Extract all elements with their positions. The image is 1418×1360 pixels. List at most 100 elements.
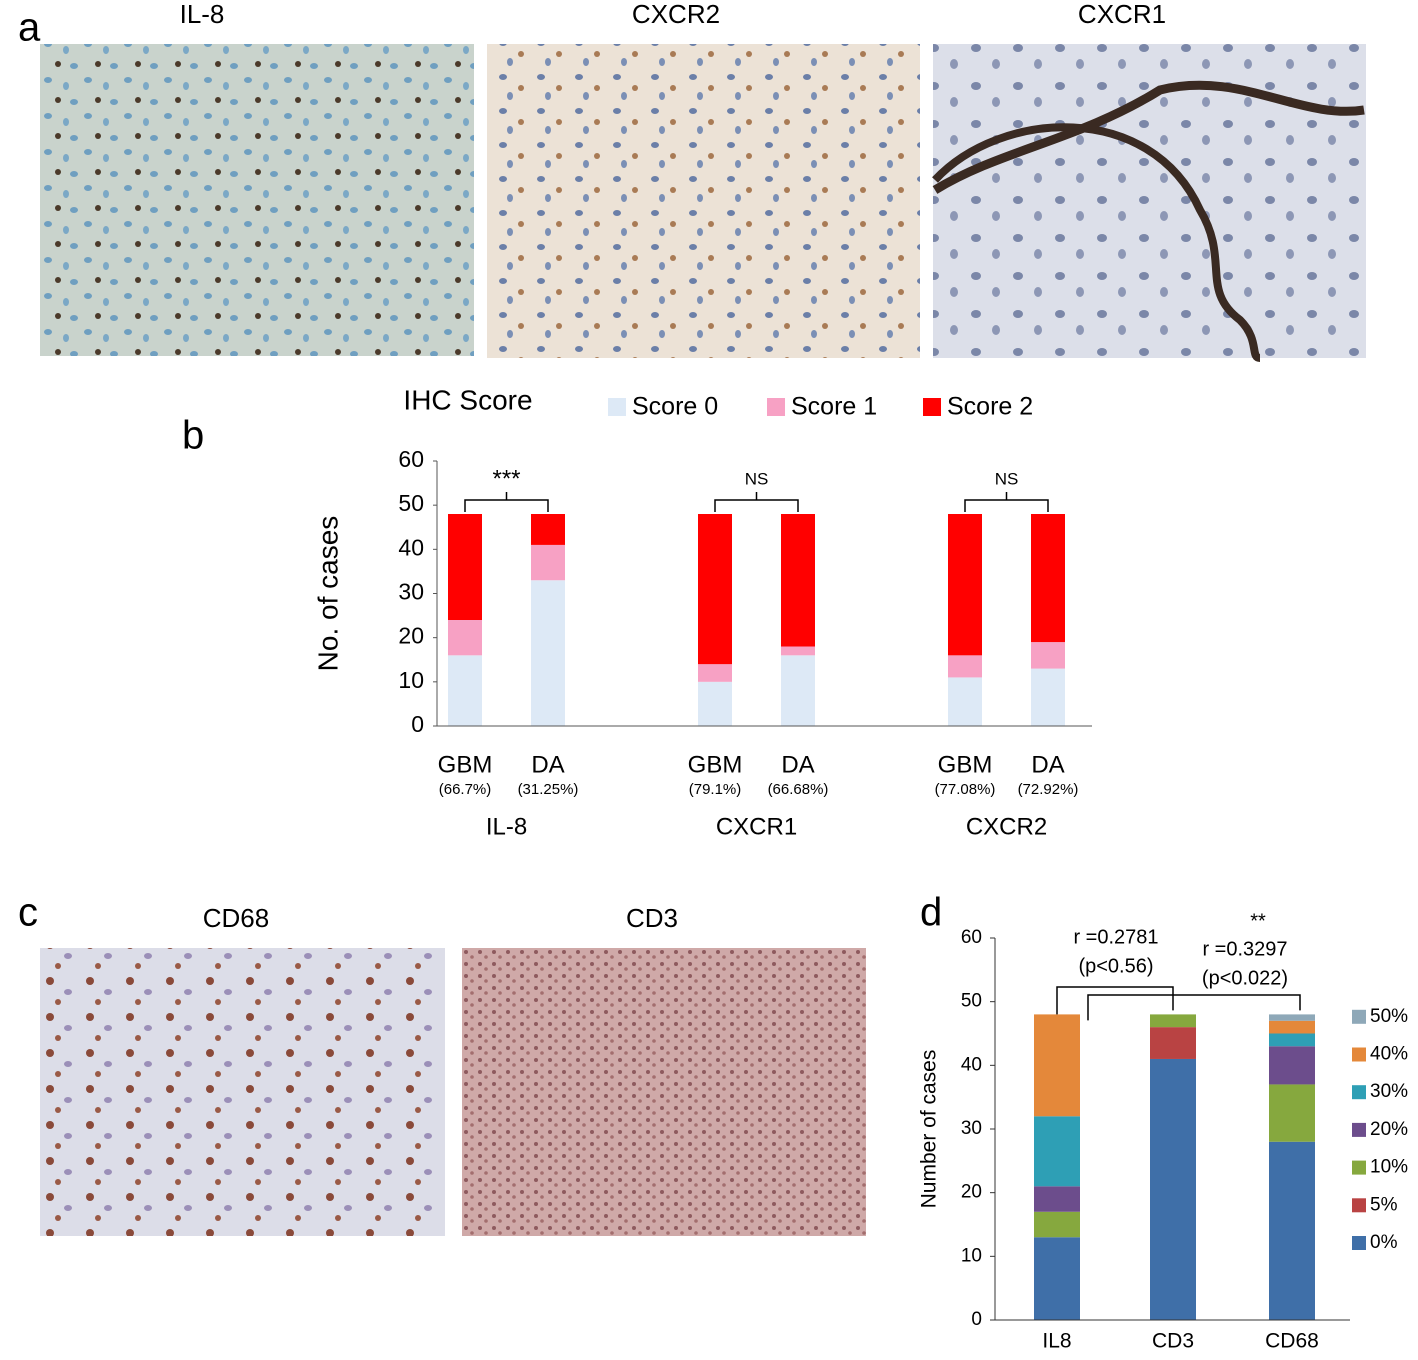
y-tick-label: 20 [961,1182,982,1203]
micrograph [40,948,445,1236]
significance-bracket [964,492,1049,512]
x-sublabel: (66.68%) [768,781,829,798]
significance-label: NS [995,469,1019,488]
stained-vessel [932,80,1365,194]
significance-label: *** [492,465,520,492]
legend-swatch [608,398,626,416]
y-tick-label: 30 [961,1118,982,1139]
legend-swatch [1352,1122,1366,1137]
bar-segment [1034,1237,1080,1320]
legend-swatch [1352,1085,1366,1100]
annotation: r =0.2781 [1073,926,1158,948]
micrograph [40,44,474,356]
y-axis-label: Number of cases [918,1050,941,1209]
legend-label: Score 2 [947,393,1033,421]
chart-title: IHC Score [403,384,532,415]
bar-segment [948,677,982,726]
significance-bracket [714,492,799,512]
bar-segment [1034,1211,1080,1238]
x-tick-label: GBM [688,751,743,778]
legend-label: Score 0 [632,393,718,421]
x-sublabel: (77.08%) [935,781,996,798]
bar-segment [1034,1186,1080,1212]
image-title: CD68 [203,903,269,933]
y-tick-label: 50 [961,991,982,1012]
bar-segment [1269,1046,1315,1085]
bar-segment [448,620,482,656]
y-tick-label: 60 [961,927,982,948]
bar-segment [698,664,732,682]
group-label: CXCR1 [716,813,797,840]
bar-segment [531,514,565,545]
bar-segment [948,655,982,678]
x-sublabel: (66.7%) [439,781,492,798]
y-axis-label: No. of cases [312,516,343,672]
x-tick-label: GBM [938,751,993,778]
y-tick-label: 40 [398,534,424,560]
micrograph [462,948,866,1236]
y-tick-label: 40 [961,1054,982,1075]
bar-segment [531,544,565,581]
bar-segment [1269,1084,1315,1142]
legend-label: 10% [1370,1157,1408,1178]
bar-segment [1031,668,1065,726]
annotation: (p<0.022) [1202,967,1288,989]
bar-segment [448,655,482,726]
y-tick-label: 0 [971,1309,982,1330]
x-sublabel: (72.92%) [1018,781,1079,798]
bar-segment [781,514,815,647]
bar-segment [1031,642,1065,669]
bar-segment [1034,1014,1080,1117]
y-tick-label: 50 [398,490,424,516]
y-tick-label: 10 [961,1245,982,1266]
bar-segment [698,681,732,726]
x-tick-label: CD3 [1152,1330,1194,1353]
bar-segment [1031,514,1065,643]
legend-label: 20% [1370,1119,1408,1140]
y-tick-label: 30 [398,579,424,605]
annotation: r =0.3297 [1202,938,1287,960]
y-tick-label: 20 [398,623,424,649]
y-tick-label: 60 [398,446,424,472]
bar-segment [1269,1033,1315,1047]
legend-swatch [1352,1047,1366,1062]
image-title: CXCR1 [1078,0,1166,29]
bar-segment [531,580,565,726]
significance-bracket [464,492,549,512]
bar-segment [698,514,732,665]
legend-label: 5% [1370,1194,1398,1215]
panel-label: d [920,891,942,935]
panel-label: b [182,414,204,458]
x-tick-label: CD68 [1265,1330,1319,1353]
legend-label: 40% [1370,1044,1408,1065]
bar-segment [1034,1116,1080,1187]
bar-segment [1150,1027,1196,1059]
bar-segment [1269,1141,1315,1320]
bar-segment [448,514,482,620]
bar-segment [1150,1014,1196,1028]
x-tick-label: DA [531,751,564,778]
x-tick-label: DA [781,751,814,778]
legend-swatch [1352,1160,1366,1175]
legend-label: 30% [1370,1081,1408,1102]
bar-segment [781,655,815,726]
image-title: IL-8 [180,0,225,29]
correlation-bracket [1087,994,1301,1021]
image-title: CXCR2 [632,0,720,29]
x-sublabel: (79.1%) [689,781,742,798]
legend-swatch [767,398,785,416]
x-tick-label: DA [1031,751,1064,778]
legend-swatch [1352,1236,1366,1250]
micrograph [487,44,920,358]
significance-label: NS [745,469,769,488]
x-tick-label: GBM [438,751,493,778]
bar-segment [948,514,982,656]
group-label: IL-8 [486,813,527,840]
panel-label: c [18,891,38,935]
legend-label: 50% [1370,1006,1408,1027]
annotation: (p<0.56) [1078,955,1153,977]
legend-swatch [923,398,941,416]
micrograph [933,44,1366,358]
legend-label: 0% [1370,1232,1398,1253]
